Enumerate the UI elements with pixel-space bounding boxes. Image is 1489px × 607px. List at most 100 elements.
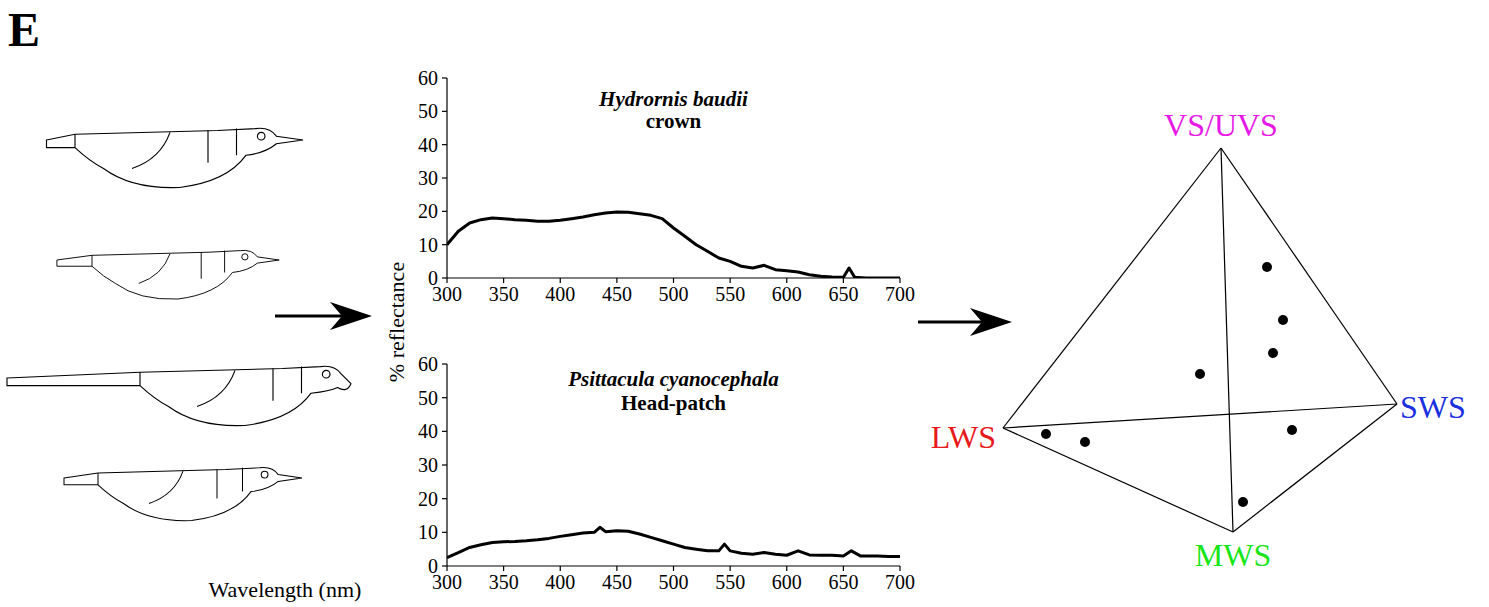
color-point [1278, 315, 1288, 325]
x-tick-label: 550 [715, 283, 745, 305]
reflectance-line [447, 212, 900, 278]
color-point [1080, 437, 1090, 447]
bird-lines [92, 251, 225, 284]
spectrum-chart: 0102030405060300350400450500550600650700… [418, 353, 915, 593]
arrow-head [970, 308, 1012, 336]
x-tick-label: 350 [489, 571, 519, 593]
bird-eye [261, 471, 268, 478]
y-tick-label: 60 [418, 67, 438, 89]
spectrum-chart: 0102030405060300350400450500550600650700… [418, 67, 915, 305]
figure: E% reflectanceWavelength (nm)01020304050… [0, 0, 1489, 607]
bird-body [57, 250, 279, 299]
tetrahedron-edge [1233, 404, 1397, 532]
vertex-label: VS/UVS [1164, 107, 1278, 143]
arrow-shaft [275, 315, 342, 318]
x-tick-label: 300 [432, 571, 462, 593]
x-tick-label: 450 [602, 283, 632, 305]
vertex-label: LWS [931, 419, 996, 455]
bird-eye [257, 132, 265, 140]
y-tick-label: 50 [418, 387, 438, 409]
y-tick-label: 30 [418, 167, 438, 189]
x-tick-label: 500 [659, 571, 689, 593]
bird-outlines [7, 128, 351, 520]
x-tick-label: 700 [885, 283, 915, 305]
x-tick-label: 400 [545, 571, 575, 593]
y-tick [442, 464, 447, 465]
x-tick-label: 300 [432, 283, 462, 305]
plot-area [447, 527, 900, 557]
reflectance-line [447, 527, 900, 557]
x-tick-label: 700 [885, 571, 915, 593]
x-tick-label: 550 [715, 571, 745, 593]
arrow [275, 302, 372, 330]
color-point [1262, 262, 1272, 272]
y-tick-label: 50 [418, 100, 438, 122]
arrow-shaft [918, 321, 982, 324]
y-axis-title: % reflectance [384, 262, 409, 382]
chart-subtitle: Head-patch [621, 391, 726, 415]
y-tick [442, 211, 447, 212]
y-tick [442, 111, 447, 112]
chart-title: Psittacula cyanocephala [567, 367, 779, 391]
vertex-label: MWS [1195, 537, 1271, 573]
x-tick-label: 500 [659, 283, 689, 305]
y-tick [442, 144, 447, 145]
plot-area [447, 212, 900, 278]
y-tick-label: 30 [418, 454, 438, 476]
tetrahedron-edge [1003, 148, 1221, 428]
bird-body [47, 128, 304, 187]
panel-label: E [8, 3, 40, 56]
y-tick-label: 20 [418, 488, 438, 510]
y-tick [442, 397, 447, 398]
bird-outline [57, 250, 279, 299]
y-tick [442, 498, 447, 499]
y-tick [442, 277, 447, 278]
arrow [918, 308, 1012, 336]
tetrahedral-color-space: VS/UVS LWS SWS MWS [931, 107, 1466, 573]
y-tick [442, 532, 447, 533]
y-tick-label: 10 [418, 521, 438, 543]
arrow-head [330, 302, 372, 330]
y-tick-label: 60 [418, 353, 438, 375]
color-point [1238, 497, 1248, 507]
bird-lines [98, 468, 243, 504]
chart-subtitle: crown [646, 109, 702, 133]
y-tick [442, 77, 447, 78]
y-tick [442, 244, 447, 245]
bird-lines [75, 129, 237, 169]
vertex-label: SWS [1400, 389, 1466, 425]
bird-eye [242, 254, 248, 260]
bird-body [64, 468, 302, 521]
x-tick-label: 350 [489, 283, 519, 305]
bird-body [7, 366, 351, 425]
tetrahedron-edge [1221, 148, 1397, 404]
x-tick-label: 400 [545, 283, 575, 305]
y-tick-label: 20 [418, 200, 438, 222]
y-tick-label: 40 [418, 134, 438, 156]
x-tick-label: 650 [828, 283, 858, 305]
y-tick-label: 40 [418, 420, 438, 442]
bird-lines [140, 367, 302, 407]
chart-title: Hydrornis baudii [598, 87, 748, 111]
x-tick-label: 600 [772, 571, 802, 593]
bird-outline [64, 468, 302, 521]
x-axis-title: Wavelength (nm) [209, 577, 362, 602]
tetrahedron-edge [1003, 428, 1233, 532]
color-point [1287, 425, 1297, 435]
x-tick-label: 650 [828, 571, 858, 593]
y-tick-label: 10 [418, 234, 438, 256]
y-tick [442, 177, 447, 178]
y-tick [442, 431, 447, 432]
bird-eye [322, 370, 330, 378]
color-point [1195, 369, 1205, 379]
x-tick-label: 600 [772, 283, 802, 305]
x-tick-label: 450 [602, 571, 632, 593]
tetrahedron-edge [1003, 404, 1397, 428]
y-tick [442, 565, 447, 566]
tetrahedron-edge [1221, 148, 1233, 532]
bird-outline [7, 366, 351, 425]
bird-outline [47, 128, 304, 187]
y-tick [442, 363, 447, 364]
color-point [1268, 348, 1278, 358]
color-point [1041, 429, 1051, 439]
